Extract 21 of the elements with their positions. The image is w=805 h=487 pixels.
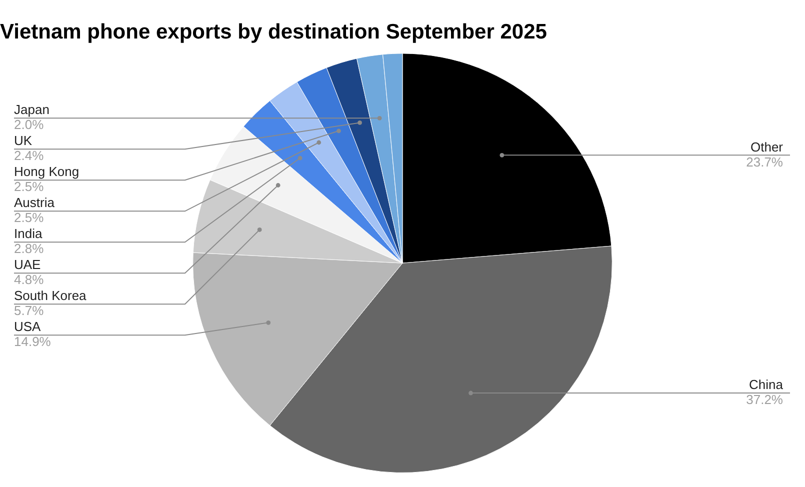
data-label: 2.4% xyxy=(14,148,44,164)
data-label: 23.7% xyxy=(746,154,784,170)
data-label: 4.8% xyxy=(14,272,44,288)
slice-label: Hong Kong xyxy=(14,164,80,180)
slice-label: Japan xyxy=(14,102,50,118)
slice-label: China xyxy=(749,377,784,392)
data-label: 2.5% xyxy=(14,179,44,194)
data-label: 14.9% xyxy=(14,334,52,350)
slice-label: Austria xyxy=(14,195,56,210)
data-label: 5.7% xyxy=(14,303,44,318)
data-label: 2.8% xyxy=(14,241,44,256)
data-label: 2.0% xyxy=(14,117,44,132)
slice-label: UK xyxy=(14,133,32,148)
chart-title: Vietnam phone exports by destination September 2025 xyxy=(0,20,548,44)
slice-label: India xyxy=(14,226,43,242)
slice-label: USA xyxy=(14,319,42,334)
slice-label: Other xyxy=(750,139,784,154)
data-label: 2.5% xyxy=(14,210,44,226)
slice-label: South Korea xyxy=(14,288,88,304)
data-label: 37.2% xyxy=(746,392,784,408)
slice-label: UAE xyxy=(14,257,42,272)
